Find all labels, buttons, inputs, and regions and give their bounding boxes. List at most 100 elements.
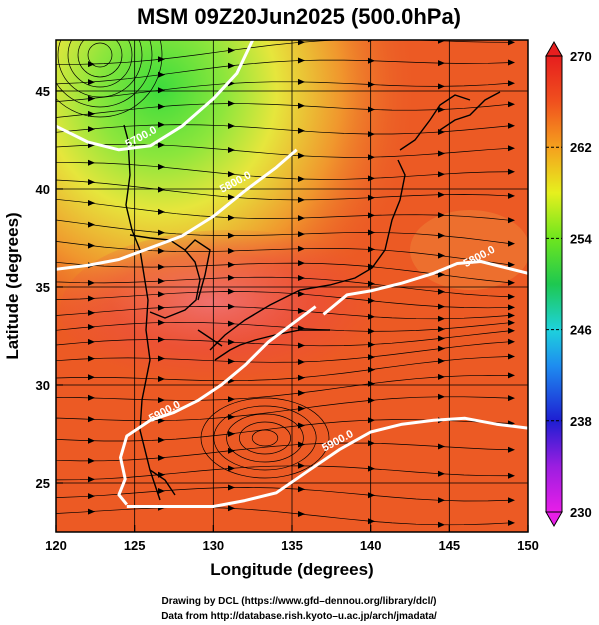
coastline <box>184 239 211 301</box>
streamline-arrow <box>368 194 375 201</box>
streamline-arrow <box>298 291 305 297</box>
streamline-vortex <box>87 42 113 68</box>
streamline-arrow <box>368 263 375 270</box>
streamline-arrow <box>368 154 375 161</box>
colorbar-tick-label: 246 <box>570 323 592 338</box>
streamline-arrow <box>158 208 165 215</box>
streamline-arrow <box>298 511 305 517</box>
y-tick-label: 35 <box>36 280 50 295</box>
colorbar: 230 238 246 254 262 270 <box>545 40 592 528</box>
streamline-arrow <box>88 416 95 423</box>
warm-region <box>60 230 400 390</box>
streamline-arrow <box>158 454 165 461</box>
streamline-arrow <box>228 171 235 178</box>
streamline-arrow <box>88 476 95 483</box>
streamline-arrow <box>368 246 375 253</box>
credit-data: Data from http://database.rish.kyoto–u.a… <box>161 611 437 622</box>
streamline <box>56 487 513 502</box>
streamline-arrow <box>368 131 375 138</box>
streamline-arrow <box>438 191 445 198</box>
streamline-arrow <box>88 493 95 500</box>
streamline-arrow <box>368 106 375 113</box>
streamline <box>56 330 513 348</box>
streamline-arrow <box>228 194 235 201</box>
streamline-arrow <box>298 462 305 469</box>
grid-lines <box>56 40 528 532</box>
height-contour <box>126 416 528 508</box>
x-tick-label: 135 <box>281 538 303 553</box>
streamline-vortex <box>226 413 304 463</box>
streamline-arrow <box>228 430 235 437</box>
streamline-arrow <box>228 414 235 420</box>
streamline-arrow <box>368 57 375 64</box>
streamline <box>56 240 513 266</box>
height-contour <box>117 305 317 506</box>
streamline-arrow <box>508 59 515 66</box>
x-tick-label: 140 <box>360 538 382 553</box>
streamline-arrow <box>298 40 305 46</box>
height-contour <box>56 40 255 152</box>
streamline-arrow <box>438 303 445 310</box>
streamline-arrow <box>368 81 375 88</box>
streamline-arrow <box>298 231 305 238</box>
streamline <box>56 81 513 102</box>
colorbar-tick-label: 230 <box>570 505 592 520</box>
streamline-arrow <box>438 106 445 113</box>
streamline-arrow <box>368 212 375 219</box>
streamline-arrow <box>438 373 445 380</box>
streamline <box>56 374 513 402</box>
streamline-vortex <box>56 40 153 108</box>
streamline-arrow <box>368 297 375 304</box>
streamline-arrow <box>228 465 235 472</box>
streamline-arrow <box>158 376 165 382</box>
streamline-arrow <box>158 103 165 110</box>
streamline-arrow <box>368 354 375 361</box>
height-contour <box>56 148 298 271</box>
streamline-arrow <box>368 175 375 182</box>
streamline-arrow <box>158 186 165 193</box>
x-axis-ticks: 120 125 130 135 140 145 150 <box>45 525 539 553</box>
streamline <box>56 356 513 384</box>
streamline-arrow <box>508 312 515 319</box>
y-axis-label: Latitude (degrees) <box>3 212 22 359</box>
streamline-arrow <box>298 196 305 203</box>
streamline-arrow <box>508 372 515 379</box>
streamline-arrow <box>438 497 445 504</box>
colorbar-min-arrow <box>545 511 563 528</box>
streamline-arrow <box>88 61 95 68</box>
streamline-arrow <box>438 252 445 259</box>
streamline-arrow <box>298 152 305 159</box>
streamline-arrow <box>438 171 445 178</box>
x-tick-label: 125 <box>124 538 146 553</box>
streamline <box>56 507 513 526</box>
streamline-arrow <box>298 307 305 314</box>
streamline-arrow <box>88 324 95 330</box>
coastline <box>197 329 223 347</box>
streamline-arrow <box>228 261 235 268</box>
streamline-arrow <box>88 279 95 286</box>
colorbar-tick-label: 254 <box>570 231 592 246</box>
streamline-arrow <box>368 465 375 472</box>
streamline-arrow <box>508 217 515 224</box>
streamline-arrow <box>88 79 95 86</box>
y-tick-label: 25 <box>36 476 50 491</box>
streamline <box>56 291 513 309</box>
coastline <box>123 124 161 501</box>
streamline-arrow <box>228 505 235 512</box>
streamline-vortex <box>56 40 163 118</box>
streamline-arrow <box>508 472 515 479</box>
streamline-arrow <box>298 275 305 281</box>
streamline <box>56 396 513 422</box>
streamline-arrow <box>368 397 375 404</box>
streamline-arrow <box>228 62 235 69</box>
streamline-arrow <box>228 396 235 403</box>
streamline-arrow <box>368 229 375 236</box>
streamline <box>56 162 513 180</box>
streamline-arrow <box>158 304 165 311</box>
streamline-arrow <box>298 260 305 267</box>
coastline <box>149 469 176 496</box>
streamline-arrow <box>438 212 445 219</box>
streamline <box>56 306 513 320</box>
streamline-arrow <box>158 56 165 63</box>
